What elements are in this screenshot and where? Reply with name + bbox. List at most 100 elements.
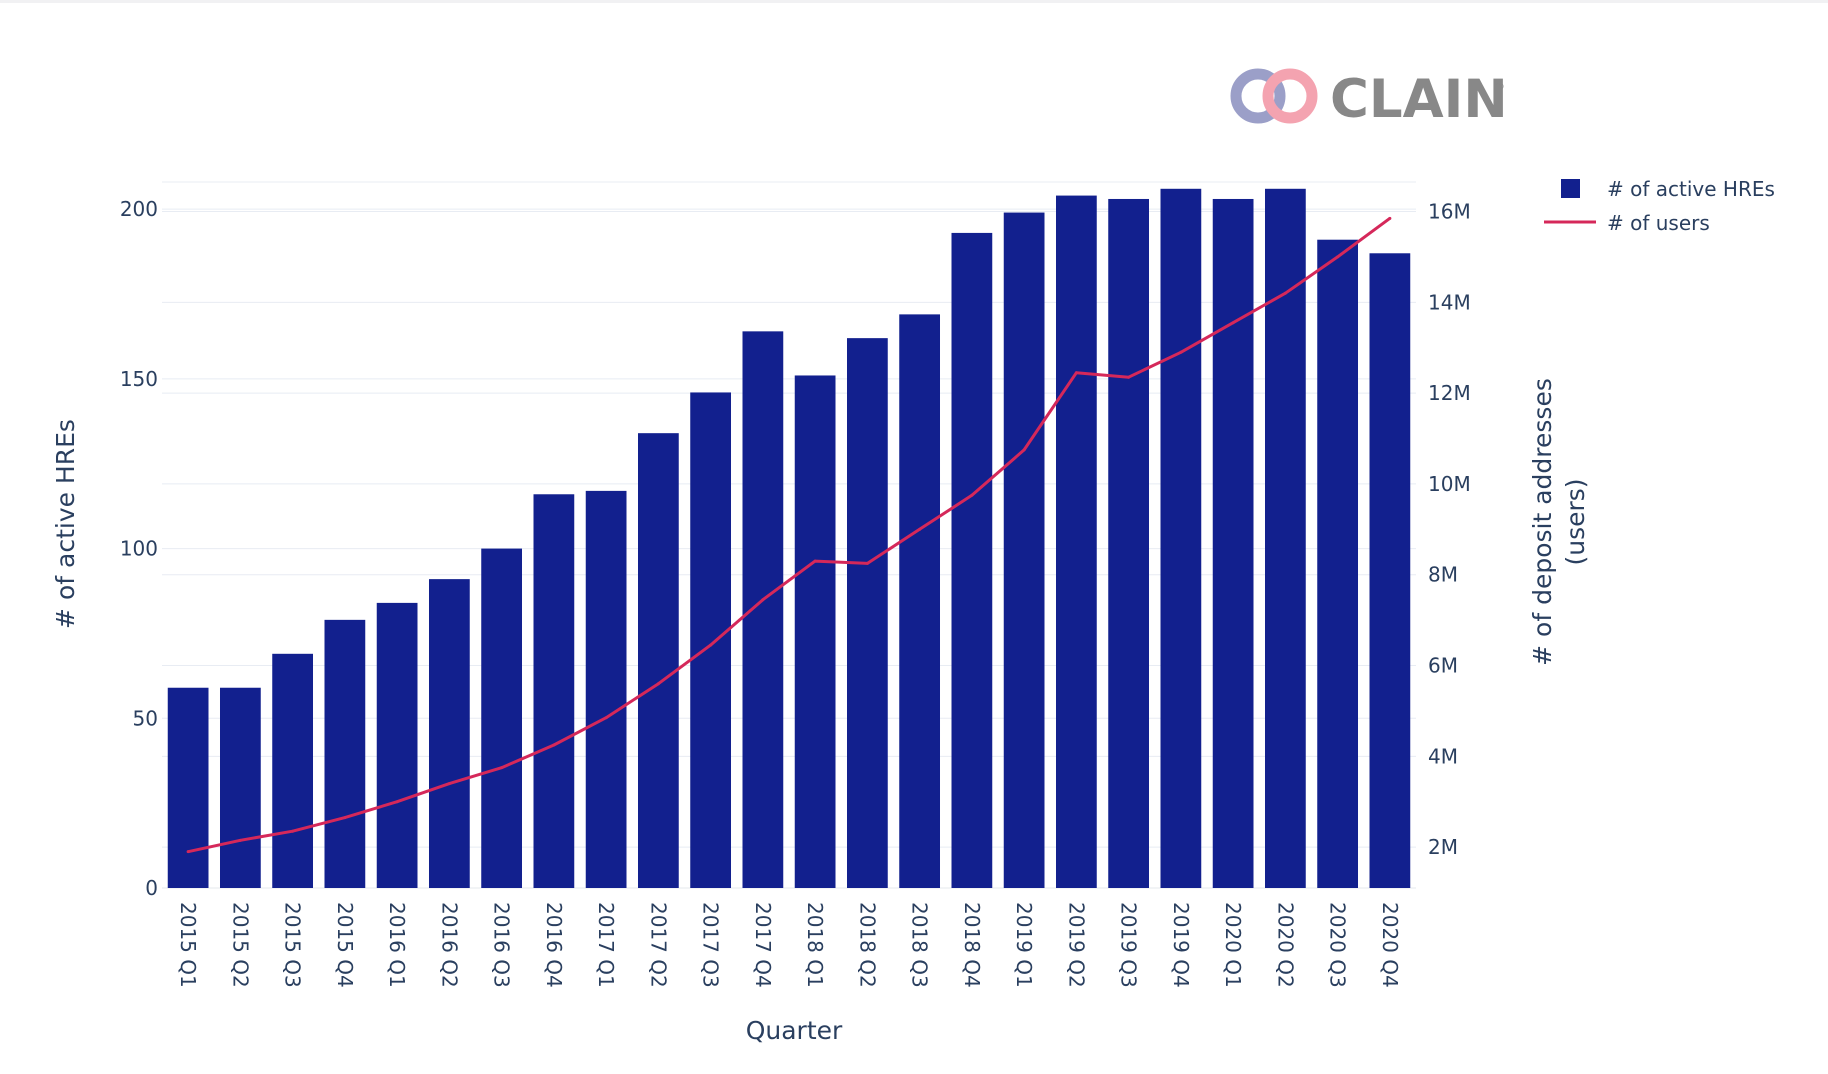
line-point[interactable]	[447, 782, 451, 786]
legend[interactable]: # of active HREs # of users	[1544, 177, 1775, 235]
y-tick-label: 50	[133, 706, 158, 730]
x-tick-label: 2019 Q4	[1169, 902, 1193, 988]
y-tick-label: 0	[145, 876, 158, 900]
y2-tick-label: 6M	[1428, 654, 1458, 678]
y2-tick-label: 14M	[1428, 290, 1471, 314]
y2-tick-label: 10M	[1428, 472, 1471, 496]
logo-registered-mark: ®	[1494, 80, 1505, 93]
line-point[interactable]	[395, 800, 399, 804]
x-tick-label: 2019 Q3	[1117, 902, 1141, 988]
x-tick-label: 2020 Q3	[1326, 902, 1350, 988]
line-point[interactable]	[918, 527, 922, 531]
clain-logo: CLAIN ®	[1230, 68, 1508, 130]
bar[interactable]	[167, 687, 209, 888]
bar[interactable]	[1055, 195, 1097, 889]
bar[interactable]	[637, 433, 679, 888]
line-point[interactable]	[1388, 216, 1392, 220]
bar[interactable]	[1369, 253, 1411, 889]
x-axis-ticks: 2015 Q1 2015 Q2 2015 Q3 2015 Q4 2016 Q1 2016 …	[176, 902, 1402, 988]
line-point[interactable]	[761, 598, 765, 602]
line-point[interactable]	[1127, 375, 1131, 379]
x-tick-label: 2017 Q3	[699, 902, 723, 988]
x-tick-label: 2018 Q2	[855, 902, 879, 988]
legend-bar-swatch	[1561, 179, 1580, 198]
x-tick-label: 2020 Q1	[1221, 902, 1245, 988]
bar[interactable]	[690, 392, 732, 888]
x-tick-label: 2016 Q1	[385, 902, 409, 988]
bar[interactable]	[951, 232, 993, 889]
bar[interactable]	[219, 687, 261, 888]
y2-axis-ticks: 2M 4M 6M 8M 10M 12M 14M 16M	[1428, 200, 1471, 860]
x-tick-label: 2018 Q1	[803, 902, 827, 988]
line-point[interactable]	[186, 850, 190, 854]
bar[interactable]	[1003, 212, 1045, 888]
x-tick-label: 2020 Q4	[1378, 902, 1402, 988]
bar[interactable]	[585, 490, 627, 888]
y-tick-label: 100	[120, 537, 158, 561]
line-series	[186, 216, 1392, 854]
x-tick-label: 2017 Q2	[646, 902, 670, 988]
x-tick-label: 2015 Q2	[228, 902, 252, 988]
line-point[interactable]	[500, 766, 504, 770]
line-point[interactable]	[813, 559, 817, 563]
top-border	[0, 0, 1828, 3]
line-point[interactable]	[238, 838, 242, 842]
bar[interactable]	[1108, 198, 1150, 888]
line-point[interactable]	[604, 716, 608, 720]
line-point[interactable]	[343, 816, 347, 820]
bar[interactable]	[1317, 239, 1359, 889]
bar[interactable]	[899, 314, 941, 888]
line-point[interactable]	[1022, 448, 1026, 452]
y2-tick-label: 16M	[1428, 200, 1471, 224]
x-tick-label: 2016 Q4	[542, 902, 566, 988]
x-tick-label: 2018 Q3	[908, 902, 932, 988]
x-tick-label: 2015 Q1	[176, 902, 200, 988]
bar[interactable]	[272, 653, 314, 888]
legend-item-line[interactable]: # of users	[1544, 211, 1710, 235]
x-tick-label: 2018 Q4	[960, 902, 984, 988]
users-line[interactable]	[187, 217, 1391, 854]
y-tick-label: 150	[120, 367, 158, 391]
x-axis-title: Quarter	[746, 1016, 843, 1045]
bar[interactable]	[324, 619, 366, 888]
bar[interactable]	[794, 375, 836, 888]
y2-tick-label: 2M	[1428, 835, 1458, 859]
bar[interactable]	[1212, 198, 1254, 888]
bar[interactable]	[428, 579, 470, 888]
bar[interactable]	[846, 338, 888, 888]
x-tick-label: 2019 Q1	[1012, 902, 1036, 988]
x-tick-label: 2015 Q4	[333, 902, 357, 988]
line-point[interactable]	[552, 743, 556, 747]
x-tick-label: 2020 Q2	[1273, 902, 1297, 988]
gridlines	[162, 181, 1416, 889]
line-point[interactable]	[865, 561, 869, 565]
x-tick-label: 2016 Q2	[437, 902, 461, 988]
y-axis-ticks: 0 50 100 150 200	[120, 197, 158, 900]
line-point[interactable]	[1074, 371, 1078, 375]
bar[interactable]	[1160, 188, 1202, 889]
legend-bar-label: # of active HREs	[1607, 177, 1775, 201]
x-tick-label: 2015 Q3	[281, 902, 305, 988]
y-tick-label: 200	[120, 197, 158, 221]
bar[interactable]	[533, 494, 575, 888]
line-point[interactable]	[709, 643, 713, 647]
x-tick-label: 2017 Q4	[751, 902, 775, 988]
bar-series	[167, 188, 1411, 889]
bar[interactable]	[742, 331, 784, 888]
x-tick-label: 2017 Q1	[594, 902, 618, 988]
x-tick-label: 2019 Q2	[1064, 902, 1088, 988]
legend-item-bars[interactable]: # of active HREs	[1561, 177, 1775, 201]
line-point[interactable]	[1179, 350, 1183, 354]
line-point[interactable]	[656, 682, 660, 686]
line-point[interactable]	[1231, 321, 1235, 325]
y2-tick-label: 8M	[1428, 563, 1458, 587]
y2-tick-label: 4M	[1428, 744, 1458, 768]
bar[interactable]	[1264, 188, 1306, 889]
bar[interactable]	[376, 602, 418, 888]
line-point[interactable]	[1283, 291, 1287, 295]
line-point[interactable]	[1336, 255, 1340, 259]
bar[interactable]	[481, 548, 523, 888]
line-point[interactable]	[970, 493, 974, 497]
line-point[interactable]	[291, 829, 295, 833]
